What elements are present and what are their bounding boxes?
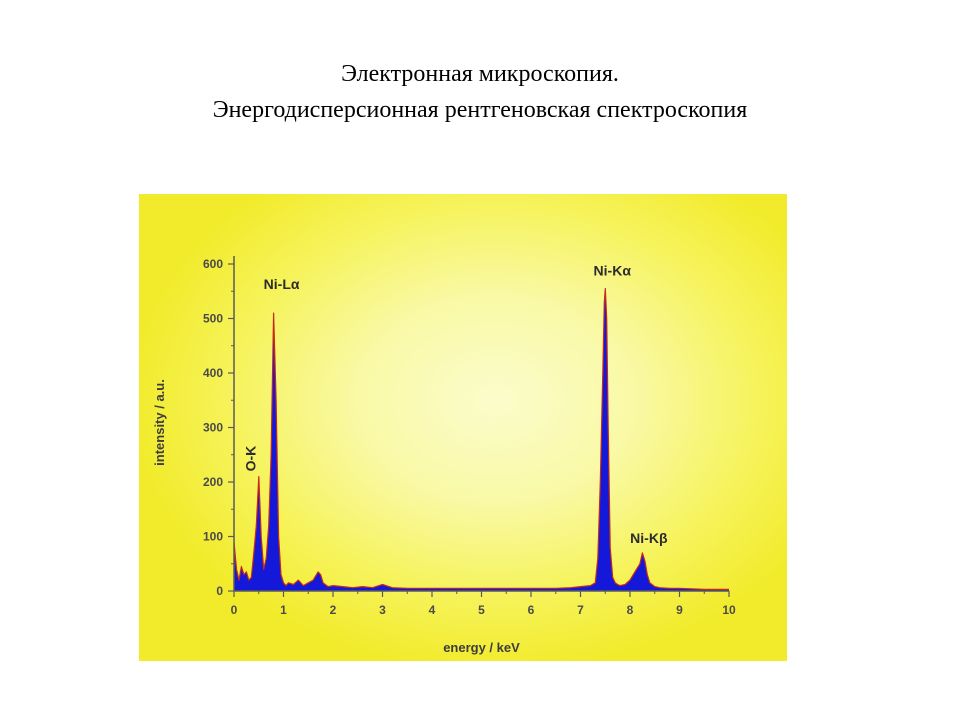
x-tick-label: 1 (280, 603, 287, 617)
y-tick-label: 600 (203, 257, 223, 271)
spectrum-area-0 (234, 288, 729, 591)
y-tick-label: 500 (203, 312, 223, 326)
x-tick-label: 7 (577, 603, 584, 617)
x-tick-label: 4 (429, 603, 436, 617)
slide-title: Электронная микроскопия. Энергодисперсио… (0, 56, 960, 128)
eds-spectrum-chart: 0 1 2 3 4 5 6 7 8 9 10 0 100 200 300 400 500 600 energy /… (139, 194, 787, 661)
peak-label: Ni-Kα (594, 263, 632, 279)
y-tick-label: 300 (203, 421, 223, 435)
x-tick-label: 3 (379, 603, 386, 617)
y-tick-label: 100 (203, 530, 223, 544)
peak-label: Ni-Kβ (630, 530, 668, 546)
spectrum-outline-0 (233, 287, 729, 590)
y-tick-label: 400 (203, 366, 223, 380)
y-tick-label: 200 (203, 475, 223, 489)
x-tick-label: 2 (330, 603, 337, 617)
x-tick-label: 10 (722, 603, 736, 617)
x-tick-label: 6 (528, 603, 535, 617)
x-tick-label: 5 (478, 603, 485, 617)
x-tick-label: 0 (231, 603, 238, 617)
x-axis-title: energy / keV (443, 640, 520, 655)
slide-title-line-1: Электронная микроскопия. (341, 61, 619, 87)
x-tick-label: 8 (627, 603, 634, 617)
y-axis-title: intensity / a.u. (152, 379, 167, 466)
peak-label: Ni-Lα (264, 276, 300, 292)
x-tick-label: 9 (676, 603, 683, 617)
y-tick-label: 0 (216, 584, 223, 598)
slide-title-line-2: Энергодисперсионная рентгеновская спектр… (212, 97, 748, 123)
peak-label: O-K (243, 446, 259, 472)
